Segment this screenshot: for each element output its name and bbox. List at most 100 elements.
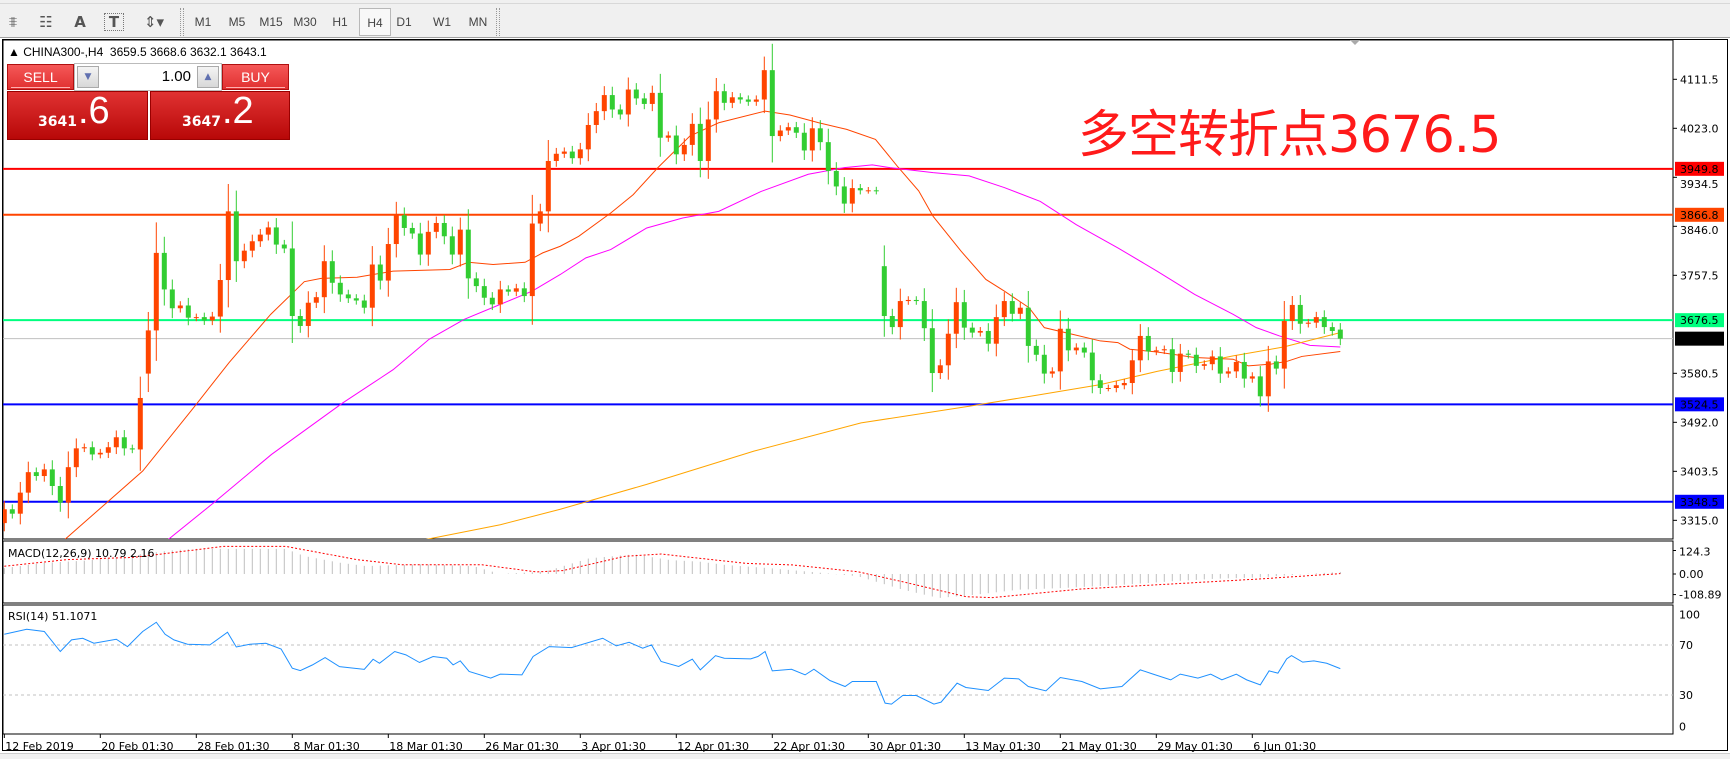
candle-body bbox=[761, 70, 767, 100]
lot-decrease-button[interactable]: ▼ bbox=[77, 66, 99, 88]
candle-body bbox=[681, 144, 687, 155]
candle-body bbox=[241, 250, 247, 262]
timeframe-m15[interactable]: M15 bbox=[259, 15, 283, 29]
toolbar-grip[interactable] bbox=[496, 8, 500, 36]
x-tick-label: 28 Feb 01:30 bbox=[197, 740, 269, 753]
sell-price-button[interactable]: 3641 .6 bbox=[7, 90, 148, 140]
status-strip bbox=[0, 753, 1730, 759]
candle-body bbox=[1313, 317, 1319, 323]
candle-body bbox=[361, 300, 367, 308]
candle-body bbox=[561, 151, 567, 154]
candle-body bbox=[3, 509, 7, 524]
candle-body bbox=[409, 227, 415, 234]
candle-body bbox=[929, 328, 935, 374]
candle-body bbox=[1137, 335, 1143, 361]
candle-body bbox=[1169, 349, 1175, 372]
buy-price-main: 3647 bbox=[182, 114, 221, 130]
y-tick-label: 3757.5 bbox=[1680, 269, 1719, 282]
macd-signal-line bbox=[4, 545, 1341, 599]
timeframe-w1[interactable]: W1 bbox=[433, 15, 451, 29]
timeframe-m5[interactable]: M5 bbox=[228, 15, 246, 29]
candle-body bbox=[1257, 376, 1263, 397]
candle-body bbox=[257, 234, 263, 242]
timeframe-h4[interactable]: H4 bbox=[359, 8, 391, 36]
rsi-y-label: 100 bbox=[1679, 609, 1700, 622]
candle-body bbox=[273, 227, 279, 245]
candle-body bbox=[817, 128, 823, 143]
candle-body bbox=[1281, 320, 1287, 369]
x-tick-label: 13 May 01:30 bbox=[965, 740, 1040, 753]
level-price-tag bbox=[1675, 397, 1724, 412]
candle-body bbox=[689, 123, 695, 145]
candle-body bbox=[1209, 356, 1215, 365]
candle-body bbox=[617, 109, 623, 115]
level-price-tag bbox=[1675, 207, 1724, 222]
candle-body bbox=[1297, 304, 1303, 324]
candle-body bbox=[745, 99, 751, 102]
candle-body bbox=[1161, 349, 1167, 351]
candle-body bbox=[49, 469, 55, 486]
candle-body bbox=[209, 316, 215, 321]
candle-body bbox=[337, 282, 343, 295]
chart-shift-marker-icon bbox=[1350, 40, 1360, 45]
candle-body bbox=[265, 227, 271, 235]
candle-body bbox=[1233, 361, 1239, 372]
candle-body bbox=[1073, 347, 1079, 351]
candle-body bbox=[169, 289, 175, 309]
text-icon[interactable]: A bbox=[74, 13, 86, 31]
lot-increase-button[interactable]: ▲ bbox=[197, 66, 219, 88]
buy-price-button[interactable]: 3647 .2 bbox=[150, 90, 290, 140]
x-tick-label: 8 Mar 01:30 bbox=[293, 740, 359, 753]
rsi-label: RSI(14) 51.1071 bbox=[8, 610, 97, 623]
rsi-y-label: 30 bbox=[1679, 689, 1693, 702]
timeframe-m1[interactable]: M1 bbox=[194, 15, 212, 29]
symbol-info-line: ▲ CHINA300-,H4 3659.5 3668.6 3632.1 3643… bbox=[8, 45, 267, 59]
candle-body bbox=[17, 492, 23, 514]
candle-body bbox=[1009, 301, 1015, 314]
candle-body bbox=[825, 142, 831, 171]
candle-body bbox=[937, 365, 943, 374]
fibonacci-icon[interactable]: ☷ bbox=[39, 13, 53, 31]
level-price-label: 3676.5 bbox=[1680, 314, 1719, 327]
sell-button[interactable]: SELL bbox=[7, 64, 74, 90]
candle-body bbox=[1089, 352, 1095, 381]
candle-body bbox=[673, 135, 679, 155]
candle-body bbox=[545, 160, 551, 212]
candle-body bbox=[225, 211, 231, 281]
candle-body bbox=[329, 261, 335, 283]
candle-body bbox=[633, 89, 639, 99]
candle-body bbox=[921, 301, 927, 329]
lot-size-field[interactable]: ▼ 1.00 ▲ bbox=[74, 63, 222, 91]
arrows-icon[interactable]: ⇕▾ bbox=[143, 13, 165, 31]
text-label-icon[interactable]: T bbox=[104, 13, 124, 31]
candle-body bbox=[193, 317, 199, 319]
timeframe-d1[interactable]: D1 bbox=[396, 15, 412, 29]
current-price-label: 3643.1 bbox=[1680, 333, 1719, 346]
candle-body bbox=[753, 99, 759, 102]
top-strip bbox=[0, 0, 1730, 4]
candle-body bbox=[377, 264, 383, 281]
candle-body bbox=[1145, 335, 1151, 352]
timeframe-m30[interactable]: M30 bbox=[293, 15, 317, 29]
candle-body bbox=[569, 151, 575, 159]
collapse-triangle-icon[interactable]: ▲ bbox=[8, 45, 24, 59]
lot-size-input[interactable]: 1.00 bbox=[161, 68, 191, 85]
timeframe-mn[interactable]: MN bbox=[468, 15, 488, 29]
level-price-tag bbox=[1675, 494, 1724, 509]
buy-button[interactable]: BUY bbox=[222, 64, 289, 90]
toolbar-grip[interactable] bbox=[180, 8, 184, 36]
candle-body bbox=[1153, 350, 1159, 352]
timeframe-h1[interactable]: H1 bbox=[332, 15, 348, 29]
objects-list-icon[interactable]: ⩨ bbox=[8, 13, 18, 31]
candle-body bbox=[433, 222, 439, 232]
candle-body bbox=[665, 135, 671, 138]
y-tick-label: 3846.0 bbox=[1680, 224, 1719, 237]
candle-body bbox=[529, 223, 535, 297]
candle-body bbox=[961, 302, 967, 328]
candle-body bbox=[1129, 360, 1135, 384]
candle-body bbox=[585, 124, 591, 150]
main-panel-frame bbox=[2, 39, 1674, 540]
level-price-tag bbox=[1675, 161, 1724, 176]
candle-body bbox=[449, 236, 455, 255]
